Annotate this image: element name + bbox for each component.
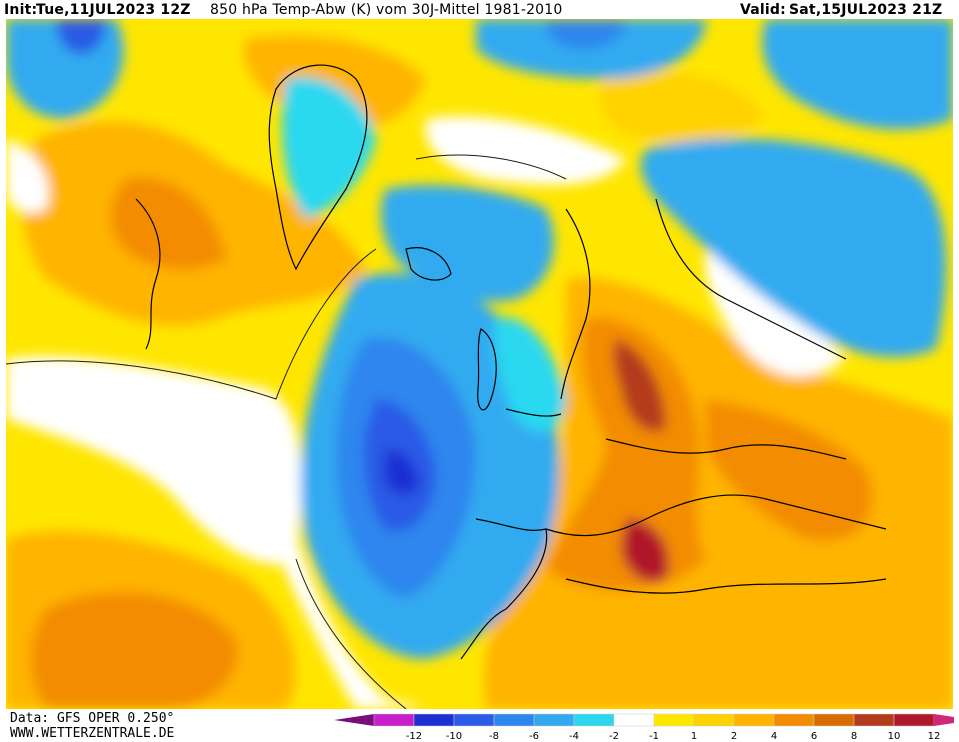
legend-swatch	[693, 713, 735, 727]
data-source-label: Data: GFS OPER 0.250°	[10, 711, 175, 726]
legend-tick-label: -2	[609, 731, 619, 742]
legend-swatch	[813, 713, 855, 727]
website-label: WWW.WETTERZENTRALE.DE	[10, 726, 175, 741]
legend-tick-label: 6	[810, 731, 818, 742]
legend-swatch	[613, 713, 655, 727]
anomaly-contours	[6, 154, 567, 709]
legend-swatch	[733, 713, 775, 727]
legend-tick-label: -4	[569, 731, 579, 742]
map-canvas	[6, 19, 953, 709]
legend-tick-label: 4	[770, 731, 778, 742]
legend-swatch	[373, 713, 415, 727]
legend-swatch	[853, 713, 895, 727]
legend-swatch	[653, 713, 695, 727]
map-header: Init: Tue,11JUL2023 12Z 850 hPa Temp-Abw…	[0, 0, 959, 20]
temperature-anomaly-map	[6, 19, 953, 709]
init-value: Tue,11JUL2023 12Z	[36, 2, 191, 18]
legend-tick-label: -10	[445, 731, 463, 742]
legend-swatch	[533, 713, 575, 727]
legend-swatch	[773, 713, 815, 727]
anomaly-fields	[6, 19, 953, 709]
legend-arrow-low	[334, 714, 374, 726]
legend-swatch	[493, 713, 535, 727]
init-label: Init:	[4, 2, 38, 18]
legend-tick-label: 2	[730, 731, 738, 742]
legend-swatch	[453, 713, 495, 727]
color-legend-bar	[334, 713, 954, 727]
map-title: 850 hPa Temp-Abw (K) vom 30J-Mittel 1981…	[210, 2, 563, 18]
legend-arrow-high	[934, 714, 954, 726]
coastlines	[135, 64, 887, 660]
legend-tick-label: 12	[927, 731, 941, 742]
legend-swatch	[573, 713, 615, 727]
legend-tick-label: 10	[887, 731, 901, 742]
valid-label: Valid:	[740, 2, 786, 18]
legend-tick-label: -6	[529, 731, 539, 742]
legend-tick-label: 8	[850, 731, 858, 742]
legend-swatch	[893, 713, 935, 727]
legend-tick-label: -8	[489, 731, 499, 742]
legend-tick-label: -1	[649, 731, 659, 742]
legend-tick-label: 1	[690, 731, 698, 742]
valid-value: Sat,15JUL2023 21Z	[789, 2, 943, 18]
legend-tick-label: -12	[405, 731, 423, 742]
legend-swatch	[413, 713, 455, 727]
